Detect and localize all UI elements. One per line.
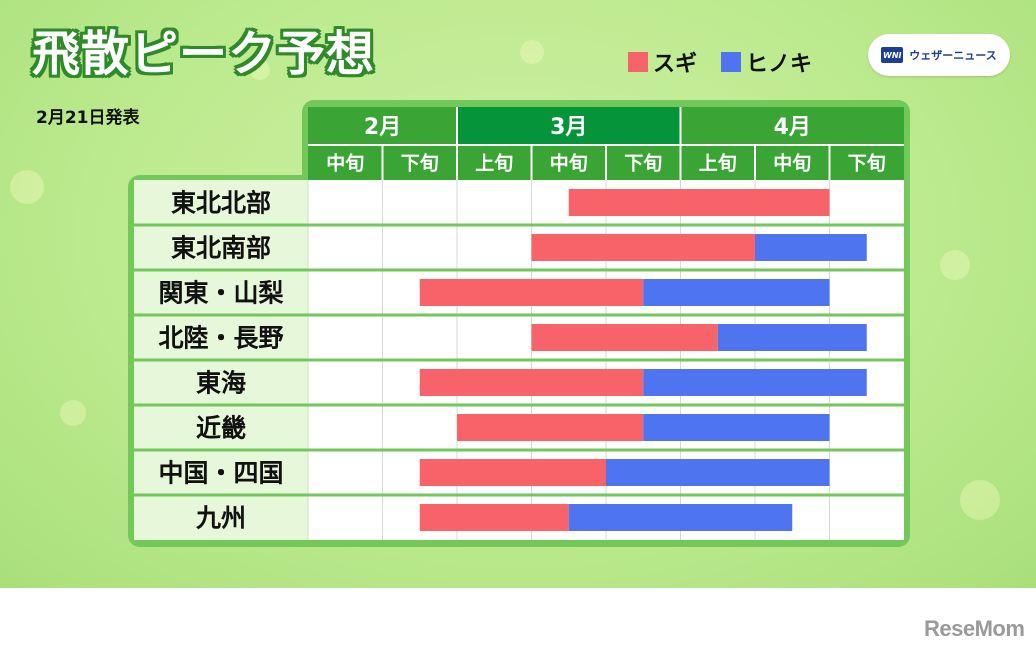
- hinoki-bar: [643, 279, 830, 306]
- region-label: 九州: [195, 504, 246, 533]
- region-label: 東北北部: [171, 189, 271, 218]
- region-label: 東海: [196, 369, 246, 398]
- region-label: 北陸・長野: [158, 324, 283, 353]
- month-label: 3月: [550, 115, 587, 140]
- region-label: 東北南部: [171, 234, 271, 263]
- period-header-cell: [457, 145, 532, 180]
- hinoki-bar: [643, 369, 867, 396]
- chart-panel: 飛散ピーク予想 2月21日発表 スギ ヒノキ WNI ウェザーニュース 2月 3月…: [0, 0, 1036, 588]
- month-label: 4月: [774, 115, 811, 140]
- weathernews-logo-text: ウェザーニュース: [909, 49, 997, 62]
- period-label: 上旬: [475, 152, 513, 175]
- sugi-bar: [419, 279, 644, 306]
- sugi-bar: [531, 324, 718, 351]
- period-header-cell: [382, 145, 457, 180]
- period-header-cell: [308, 145, 383, 180]
- region-label-cell: [134, 360, 308, 405]
- sugi-bar: [568, 189, 830, 216]
- hinoki-bar: [606, 459, 830, 486]
- region-label-cell: [134, 225, 308, 270]
- bokeh-dot: [940, 250, 970, 280]
- period-label: 下旬: [624, 152, 662, 175]
- period-header-cell: [755, 145, 830, 180]
- month-header-cell: [680, 107, 904, 145]
- legend-label-hinoki: ヒノキ: [746, 52, 813, 77]
- legend-item-sugi: スギ: [628, 46, 697, 78]
- legend-swatch-hinoki: [721, 52, 742, 72]
- hinoki-bar: [717, 324, 867, 351]
- period-header-cell: [680, 145, 755, 180]
- bokeh-dot: [10, 170, 44, 204]
- period-label: 中旬: [773, 152, 811, 175]
- sugi-bar: [457, 414, 644, 441]
- period-label: 中旬: [550, 152, 588, 175]
- period-label: 下旬: [401, 152, 439, 175]
- period-label: 上旬: [699, 152, 737, 175]
- period-label: 中旬: [326, 152, 364, 175]
- hinoki-bar: [568, 504, 793, 531]
- hinoki-bar: [643, 414, 830, 441]
- weathernews-logo-mark: WNI: [881, 47, 904, 63]
- legend-label-sugi: スギ: [653, 52, 698, 77]
- month-header-cell: [308, 107, 457, 145]
- legend: スギ ヒノキ: [628, 46, 812, 78]
- period-header-cell: [829, 145, 904, 180]
- period-header-cell: [606, 145, 681, 180]
- period-label: 下旬: [848, 152, 886, 175]
- legend-item-hinoki: ヒノキ: [721, 46, 812, 78]
- bokeh-dot: [250, 60, 270, 80]
- sugi-bar: [419, 459, 606, 486]
- bokeh-dot: [60, 400, 86, 426]
- resemom-logo: ReseMom: [924, 616, 1025, 641]
- announcement-date: 2月21日発表: [36, 108, 140, 128]
- weathernews-logo: WNI ウェザーニュース: [868, 34, 1010, 76]
- chart-title: 飛散ピーク予想: [32, 26, 376, 82]
- region-label: 中国・四国: [158, 459, 283, 488]
- sugi-bar: [531, 234, 755, 261]
- region-label-cell: [134, 495, 308, 540]
- sugi-bar: [419, 504, 569, 531]
- sugi-bar: [419, 369, 644, 396]
- region-label: 近畿: [196, 414, 246, 443]
- region-label-cell: [134, 270, 308, 315]
- bokeh-dot: [960, 480, 1000, 520]
- hinoki-bar: [755, 234, 867, 261]
- month-label: 2月: [364, 115, 401, 140]
- legend-swatch-sugi: [628, 52, 648, 72]
- region-label-cell: [134, 405, 308, 450]
- period-header-cell: [531, 145, 606, 180]
- month-header-cell: [457, 107, 681, 145]
- region-label-cell: [134, 180, 308, 225]
- region-label: 関東・山梨: [158, 279, 283, 308]
- region-label-cell: [134, 450, 308, 495]
- region-label-cell: [134, 315, 308, 360]
- bokeh-dot: [520, 40, 544, 64]
